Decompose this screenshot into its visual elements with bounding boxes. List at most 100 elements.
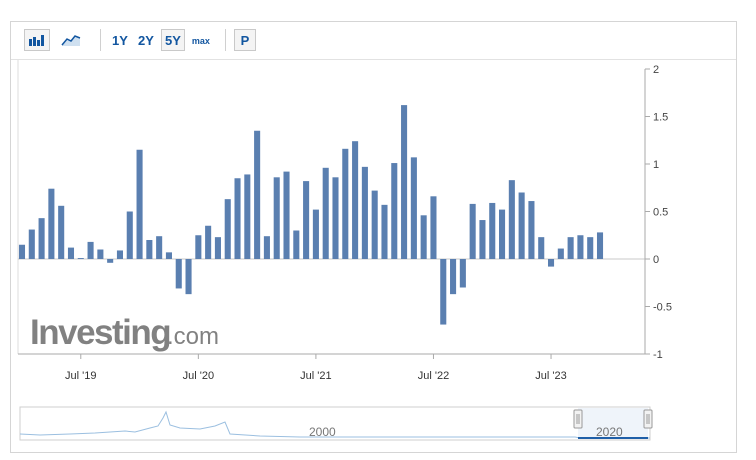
y-tick-label: 1	[653, 159, 659, 171]
bar[interactable]	[234, 178, 241, 259]
bar[interactable]	[263, 236, 270, 259]
y-tick-label: 0.5	[653, 207, 668, 219]
bar[interactable]	[459, 259, 466, 288]
y-tick-label: 0	[653, 254, 659, 266]
bar[interactable]	[410, 157, 417, 259]
bar[interactable]	[547, 259, 555, 267]
bar[interactable]	[440, 259, 447, 325]
bar[interactable]	[165, 252, 172, 259]
bar[interactable]	[371, 190, 378, 259]
bar-series	[18, 105, 604, 325]
bar[interactable]	[577, 235, 584, 259]
navigator-series	[19, 410, 650, 439]
bar-chart-icon[interactable]	[24, 29, 50, 51]
bar[interactable]	[450, 259, 457, 295]
bar[interactable]	[587, 237, 594, 259]
bar[interactable]	[499, 209, 506, 259]
x-tick-label: Jul '23	[535, 370, 566, 382]
bar[interactable]	[352, 141, 359, 259]
bar[interactable]	[391, 163, 398, 259]
range-2y-button[interactable]: 2Y	[138, 32, 154, 48]
bar[interactable]	[381, 204, 388, 259]
bar[interactable]	[156, 236, 163, 259]
navigator-selection[interactable]	[578, 408, 648, 439]
area-chart-icon[interactable]	[58, 29, 84, 51]
y-tick-label: 1.5	[653, 112, 668, 124]
bar[interactable]	[87, 241, 94, 259]
bar[interactable]	[596, 232, 604, 259]
bar-chart-glyph	[29, 35, 44, 46]
x-tick-label: Jul '19	[65, 370, 96, 382]
navigator-label: 2020	[596, 425, 623, 439]
bar[interactable]	[293, 230, 300, 260]
area-chart-glyph	[61, 35, 81, 46]
bar[interactable]	[557, 248, 564, 259]
plot-area	[17, 60, 645, 354]
bar[interactable]	[77, 258, 84, 259]
navigator-label: 2000	[309, 425, 336, 439]
bar[interactable]	[38, 218, 45, 259]
investing-watermark: Investing .com	[30, 313, 219, 352]
bar[interactable]	[28, 229, 35, 259]
y-tick-label: -1	[653, 349, 663, 361]
bar[interactable]	[332, 177, 339, 259]
range-5y-button[interactable]: 5Y	[161, 29, 185, 51]
bar[interactable]	[48, 188, 55, 259]
x-tick-label: Jul '22	[418, 370, 449, 382]
bar[interactable]	[97, 249, 104, 260]
navigator-left-handle[interactable]	[573, 409, 583, 429]
bar[interactable]	[312, 209, 319, 259]
bar[interactable]	[528, 201, 535, 259]
bar[interactable]	[342, 148, 349, 259]
axes: -1 -0.5 0 0.5 1 1.5 2 Jul '19 Jul '20 Jul '21 Jul …	[18, 64, 672, 382]
bar[interactable]	[479, 220, 486, 259]
toolbar-separator	[100, 29, 101, 51]
watermark-suffix: .com	[167, 323, 219, 350]
range-1y-button[interactable]: 1Y	[112, 32, 128, 48]
toolbar-separator	[224, 29, 226, 51]
bar[interactable]	[420, 215, 427, 259]
x-tick-label: Jul '21	[300, 370, 331, 382]
navigator-box	[19, 406, 651, 441]
watermark-brand: Investing	[30, 313, 170, 352]
bar[interactable]	[244, 174, 251, 259]
bar[interactable]	[254, 130, 261, 259]
navigator[interactable]: 2000 2020	[19, 406, 653, 441]
bar[interactable]	[303, 181, 310, 259]
bar[interactable]	[18, 244, 26, 259]
range-max-button[interactable]: max	[191, 36, 210, 46]
bar[interactable]	[136, 149, 143, 259]
bar[interactable]	[185, 259, 192, 295]
bar[interactable]	[58, 205, 65, 259]
bar[interactable]	[107, 259, 114, 263]
bar[interactable]	[361, 166, 368, 259]
bar[interactable]	[508, 180, 515, 259]
toolbar-divider	[11, 59, 736, 60]
bar[interactable]	[283, 171, 290, 259]
bar[interactable]	[430, 196, 437, 259]
chart-toolbar: 1Y 2Y 5Y max P	[24, 28, 260, 52]
bar[interactable]	[469, 203, 476, 259]
bar[interactable]	[195, 235, 202, 259]
bar[interactable]	[116, 250, 123, 259]
bar[interactable]	[273, 177, 280, 259]
bar[interactable]	[67, 247, 75, 259]
navigator-right-handle[interactable]	[643, 409, 653, 429]
bar[interactable]	[175, 259, 182, 289]
bar[interactable]	[518, 192, 525, 260]
bar[interactable]	[567, 237, 574, 259]
x-tick-label: Jul '20	[183, 370, 214, 382]
bar[interactable]	[126, 211, 133, 260]
bar[interactable]	[214, 237, 221, 259]
bar[interactable]	[401, 105, 408, 259]
bar[interactable]	[146, 240, 153, 259]
bar[interactable]	[322, 167, 329, 259]
y-tick-label: 2	[653, 64, 659, 76]
bar[interactable]	[538, 237, 545, 259]
p-button[interactable]: P	[233, 29, 256, 51]
bar[interactable]	[224, 199, 231, 259]
bar[interactable]	[205, 225, 212, 259]
y-tick-label: -0.5	[653, 302, 672, 314]
bar[interactable]	[489, 202, 496, 259]
